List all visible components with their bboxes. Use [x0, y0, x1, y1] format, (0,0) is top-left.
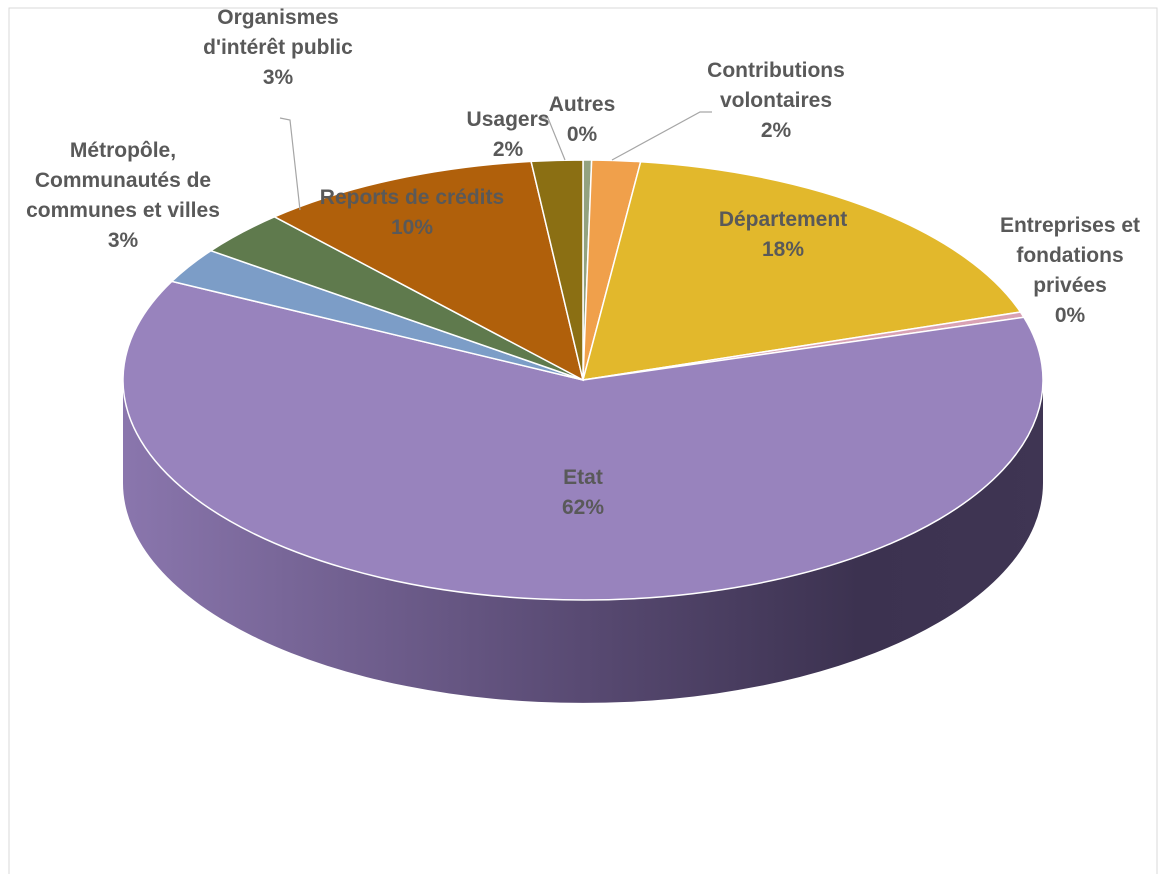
category-name: Usagers: [466, 108, 550, 131]
category-name: Autres: [548, 93, 616, 116]
category-name: Métropôle, Communautés de communes et vi…: [26, 139, 220, 222]
slice-label: Entreprises et fondations privées 0%: [985, 211, 1155, 331]
slice-label: Département 18%: [683, 205, 883, 265]
value-label: 0%: [1054, 304, 1086, 327]
slice-label: Métropôle, Communautés de communes et vi…: [18, 136, 228, 256]
category-name: Organismes d'intérêt public: [203, 6, 353, 59]
value-label: 18%: [761, 238, 805, 261]
slice-label: Autres 0%: [547, 90, 617, 150]
slice-label: Reports de crédits 10%: [292, 183, 532, 243]
value-label: 3%: [262, 66, 294, 89]
value-label: 62%: [561, 496, 605, 519]
category-name: Entreprises et fondations privées: [999, 214, 1141, 297]
slice-label: Etat 62%: [523, 463, 643, 523]
value-label: 2%: [492, 138, 524, 161]
leader-lines: [279, 111, 712, 211]
value-label: 0%: [566, 123, 598, 146]
category-name: Contributions volontaires: [707, 59, 845, 112]
slice-label: Contributions volontaires 2%: [686, 56, 866, 146]
slice-side: [123, 380, 1043, 703]
value-label: 3%: [107, 229, 139, 252]
slice-label: Usagers 2%: [463, 105, 553, 165]
category-name: Département: [718, 208, 848, 231]
value-label: 2%: [760, 119, 792, 142]
slice: [272, 160, 585, 382]
slice: [530, 159, 584, 381]
slice: [581, 160, 1022, 381]
slice-label: Organismes d'intérêt public 3%: [188, 3, 368, 93]
value-label: 10%: [390, 216, 434, 239]
category-name: Reports de crédits: [319, 186, 505, 209]
category-name: Etat: [563, 466, 603, 489]
slice: [122, 280, 1044, 601]
chart-frame: [8, 7, 1158, 874]
